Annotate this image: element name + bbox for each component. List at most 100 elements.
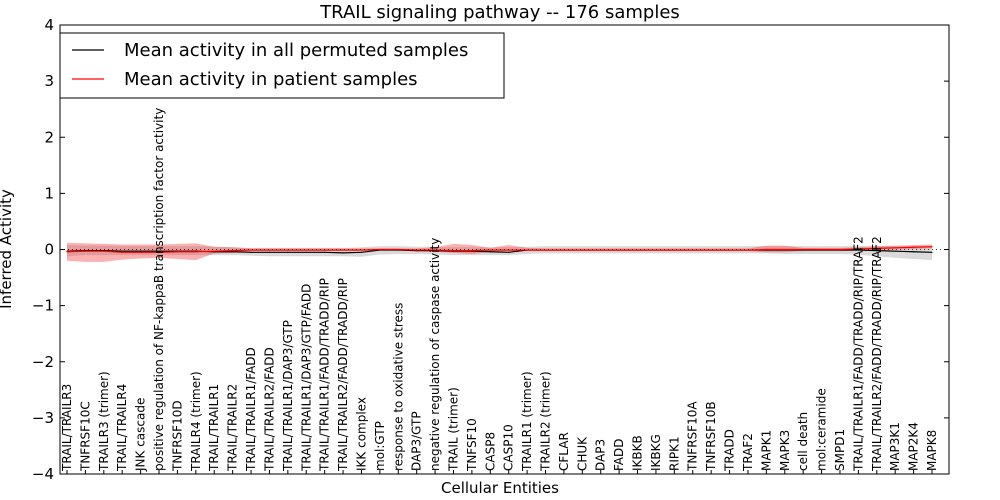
- data-point: [912, 251, 915, 253]
- x-axis: TRAIL/TRAILR3 TNFRSF10C TRAILR3 (trimer) TR…: [60, 108, 939, 474]
- data-point: [876, 247, 878, 249]
- y-tick-label: −2: [32, 353, 54, 371]
- x-tick-label: TRAIL/TRAILR1/FADD/TRADD/RIP/TRAF2: [851, 236, 865, 472]
- x-tick-label: TRAIL (trimer): [447, 387, 461, 472]
- data-point: [876, 250, 878, 252]
- data-point: [931, 246, 933, 248]
- data-point: [140, 251, 142, 253]
- legend-box: [59, 32, 505, 99]
- y-axis: −4 −3 −2 −1 0 1 2 3 4: [32, 16, 949, 483]
- data-point: [176, 251, 179, 253]
- data-point: [931, 251, 933, 253]
- data-point: [121, 251, 123, 253]
- x-tick-label: TNFRSF10D: [170, 400, 184, 472]
- x-tick-label: response to oxidative stress: [391, 303, 405, 471]
- y-axis-label: Inferred Activity: [0, 189, 15, 309]
- x-tick-label: negative regulation of caspase activity: [428, 238, 442, 471]
- data-point: [802, 248, 804, 251]
- data-point: [66, 251, 68, 253]
- x-tick-label: TRAIL/TRAILR2/FADD/TRADD/RIP: [336, 278, 350, 472]
- data-point: [213, 250, 215, 252]
- x-tick-label: TRAIL/TRAILR1: [207, 384, 221, 472]
- y-tick-label: −4: [32, 465, 54, 483]
- y-tick-label: 1: [44, 184, 54, 202]
- data-point: [287, 249, 289, 251]
- data-point: [360, 251, 363, 253]
- y-tick-label: −3: [32, 409, 54, 427]
- data-point: [489, 249, 491, 251]
- x-tick-label: TRAILR4 (trimer): [189, 371, 203, 472]
- data-point: [121, 250, 123, 252]
- data-point: [305, 249, 307, 251]
- data-point: [636, 249, 639, 251]
- x-tick-label: TNFRSF10A: [686, 401, 700, 472]
- data-point: [544, 249, 547, 251]
- data-point: [158, 251, 160, 253]
- data-point: [416, 249, 418, 251]
- legend: Mean activity in all permuted samples Me…: [59, 32, 505, 99]
- data-point: [379, 248, 381, 251]
- data-point: [471, 250, 473, 252]
- data-point: [820, 248, 823, 251]
- x-tick-label: DAP3/GTP: [410, 411, 424, 471]
- x-tick-label: TRAILR1 (trimer): [520, 371, 534, 472]
- x-tick-label: TNFSF10: [465, 418, 479, 472]
- data-point: [324, 249, 326, 251]
- x-tick-label: MAP2K4: [907, 422, 921, 471]
- data-point: [232, 250, 234, 252]
- y-tick-label: 2: [44, 128, 54, 146]
- legend-label-patient: Mean activity in patient samples: [124, 69, 418, 90]
- data-point: [158, 250, 160, 252]
- data-point: [765, 248, 767, 251]
- y-tick-label: −1: [32, 297, 54, 315]
- x-tick-label: MAPK8: [925, 430, 939, 471]
- data-point: [489, 251, 491, 253]
- data-point: [360, 249, 363, 251]
- x-tick-label: TRAIL/TRAILR1/FADD: [244, 347, 258, 472]
- x-tick-label: DAP3: [594, 439, 608, 471]
- data-point: [839, 248, 841, 251]
- data-point: [618, 249, 620, 251]
- x-tick-label: TRAILR2 (trimer): [539, 371, 553, 472]
- x-tick-label: CFLAR: [557, 432, 571, 471]
- x-tick-label: TRAIL/TRAILR2/FADD: [262, 347, 276, 472]
- band-patient: [67, 242, 932, 262]
- x-tick-label: TRAIL/TRAILR4: [115, 384, 129, 472]
- data-point: [563, 249, 565, 251]
- x-tick-label: TRADD: [723, 429, 737, 472]
- x-tick-label: IKBKG: [649, 434, 663, 471]
- x-tick-label: RIPK1: [667, 436, 681, 471]
- y-tick-label: 0: [44, 241, 54, 259]
- x-tick-label: TRAF2: [741, 433, 755, 472]
- x-tick-label: TRAIL/TRAILR1/DAP3/GTP/FADD: [299, 284, 313, 472]
- data-point: [508, 251, 510, 253]
- x-tick-label: FADD: [612, 439, 626, 472]
- data-point: [894, 247, 896, 249]
- data-point: [912, 246, 915, 248]
- data-point: [784, 248, 786, 251]
- data-point: [342, 249, 344, 251]
- data-point: [526, 249, 528, 251]
- data-point: [857, 248, 859, 250]
- data-point: [452, 250, 455, 252]
- x-tick-label: MAPK3: [778, 430, 792, 471]
- x-tick-label: TRAIL/TRAILR2/FADD/TRADD/RIP/TRAF2: [870, 236, 884, 472]
- x-tick-label: TRAILR3 (trimer): [97, 371, 111, 472]
- data-point: [508, 249, 510, 251]
- data-point: [195, 251, 197, 253]
- x-tick-label: MAP3K1: [888, 422, 902, 471]
- data-point: [140, 250, 142, 252]
- x-tick-label: mol:ceramide: [815, 388, 829, 471]
- data-point: [232, 251, 234, 253]
- data-point: [747, 249, 749, 251]
- data-point: [287, 251, 289, 253]
- data-point: [655, 249, 657, 251]
- data-point: [324, 251, 326, 253]
- data-point: [397, 248, 399, 251]
- data-point: [710, 249, 712, 251]
- x-tick-label: IKK complex: [355, 397, 369, 471]
- data-point: [728, 249, 731, 251]
- data-point: [581, 249, 583, 251]
- data-point: [305, 251, 307, 253]
